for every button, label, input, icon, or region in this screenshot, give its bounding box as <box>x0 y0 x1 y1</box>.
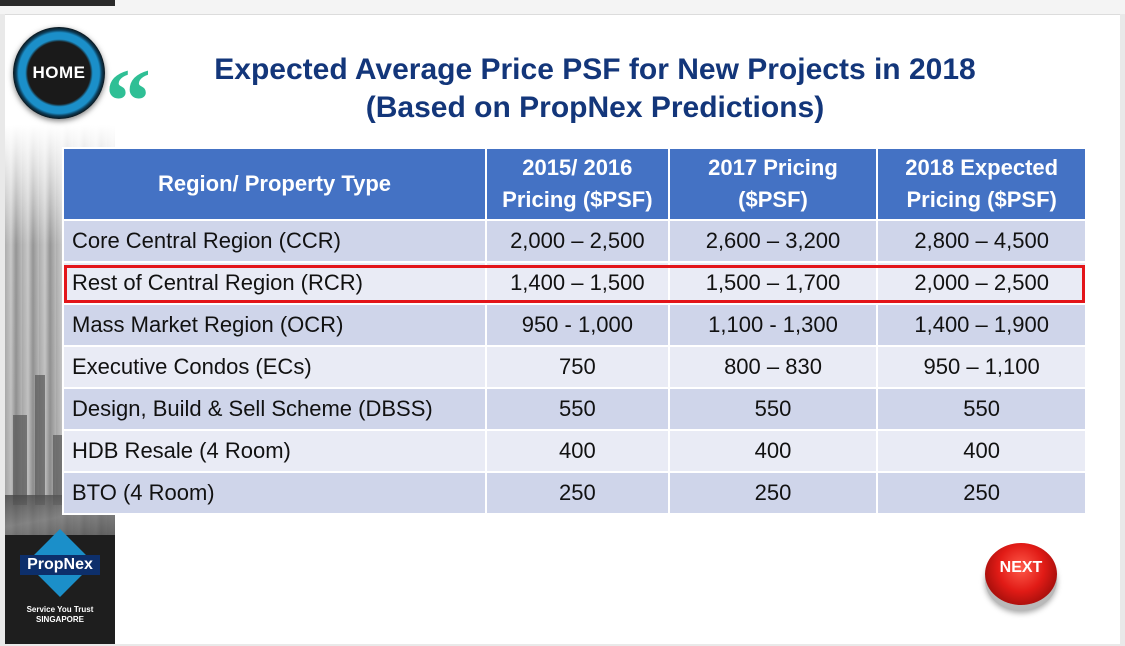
home-button-label: HOME <box>32 63 86 82</box>
cell-region: Core Central Region (CCR) <box>61 219 488 263</box>
table-row: Executive Condos (ECs) 750 800 – 830 950… <box>61 345 1087 389</box>
propnex-logo-mark: PropNex <box>20 529 100 597</box>
top-strip-dark <box>0 0 115 6</box>
cell-region: Executive Condos (ECs) <box>61 345 488 389</box>
cell-2015-2016: 2,000 – 2,500 <box>485 219 670 263</box>
cell-2018: 2,800 – 4,500 <box>876 219 1087 263</box>
title-line-1: Expected Average Price PSF for New Proje… <box>214 53 976 86</box>
header-2015-2016: 2015/ 2016 Pricing ($PSF) <box>485 147 670 221</box>
slide: HOME “ Expected Average Price PSF for Ne… <box>5 14 1120 644</box>
quote-mark-icon: “ <box>105 50 151 152</box>
next-button[interactable]: NEXT <box>985 543 1057 605</box>
cell-region: Design, Build & Sell Scheme (DBSS) <box>61 387 488 431</box>
cell-2018: 400 <box>876 429 1087 473</box>
cell-2018: 1,400 – 1,900 <box>876 303 1087 347</box>
cell-2017: 250 <box>667 471 879 515</box>
building <box>35 375 45 505</box>
pricing-table: Region/ Property Type 2015/ 2016 Pricing… <box>61 147 1087 515</box>
home-button[interactable]: HOME <box>13 27 105 119</box>
top-strip <box>0 0 1125 14</box>
cell-2018: 550 <box>876 387 1087 431</box>
propnex-tagline-text: Service You Trust <box>26 605 94 614</box>
cell-2017: 550 <box>667 387 879 431</box>
cell-2018: 250 <box>876 471 1087 515</box>
cell-2015-2016: 950 - 1,000 <box>485 303 670 347</box>
header-region: Region/ Property Type <box>61 147 488 221</box>
table-row: Mass Market Region (OCR) 950 - 1,000 1,1… <box>61 303 1087 347</box>
building <box>13 415 27 505</box>
cell-region: Rest of Central Region (RCR) <box>61 261 488 305</box>
cell-2015-2016: 750 <box>485 345 670 389</box>
propnex-country: SINGAPORE <box>35 615 84 624</box>
cell-2017: 800 – 830 <box>667 345 879 389</box>
cell-2018: 950 – 1,100 <box>876 345 1087 389</box>
table-row: BTO (4 Room) 250 250 250 <box>61 471 1087 515</box>
propnex-brand: PropNex <box>20 555 100 575</box>
propnex-logo: PropNex Service You Trust SINGAPORE <box>10 529 110 635</box>
cell-2017: 1,500 – 1,700 <box>667 261 879 305</box>
cell-2015-2016: 550 <box>485 387 670 431</box>
header-2017: 2017 Pricing ($PSF) <box>667 147 879 221</box>
cell-2017: 400 <box>667 429 879 473</box>
cell-2017: 2,600 – 3,200 <box>667 219 879 263</box>
page-title: Expected Average Price PSF for New Proje… <box>165 51 1025 127</box>
cell-2018: 2,000 – 2,500 <box>876 261 1087 305</box>
table-header-row: Region/ Property Type 2015/ 2016 Pricing… <box>61 147 1087 221</box>
cell-region: HDB Resale (4 Room) <box>61 429 488 473</box>
header-2018: 2018 Expected Pricing ($PSF) <box>876 147 1087 221</box>
cell-2017: 1,100 - 1,300 <box>667 303 879 347</box>
table-row: Rest of Central Region (RCR) 1,400 – 1,5… <box>61 261 1087 305</box>
table-row: Design, Build & Sell Scheme (DBSS) 550 5… <box>61 387 1087 431</box>
table-row: Core Central Region (CCR) 2,000 – 2,500 … <box>61 219 1087 263</box>
next-button-label: NEXT <box>999 559 1043 576</box>
propnex-tagline: Service You Trust SINGAPORE <box>27 605 94 625</box>
cell-2015-2016: 1,400 – 1,500 <box>485 261 670 305</box>
cell-region: Mass Market Region (OCR) <box>61 303 488 347</box>
cell-2015-2016: 400 <box>485 429 670 473</box>
cell-region: BTO (4 Room) <box>61 471 488 515</box>
table-row: HDB Resale (4 Room) 400 400 400 <box>61 429 1087 473</box>
title-line-2: (Based on PropNex Predictions) <box>365 91 825 124</box>
cell-2015-2016: 250 <box>485 471 670 515</box>
